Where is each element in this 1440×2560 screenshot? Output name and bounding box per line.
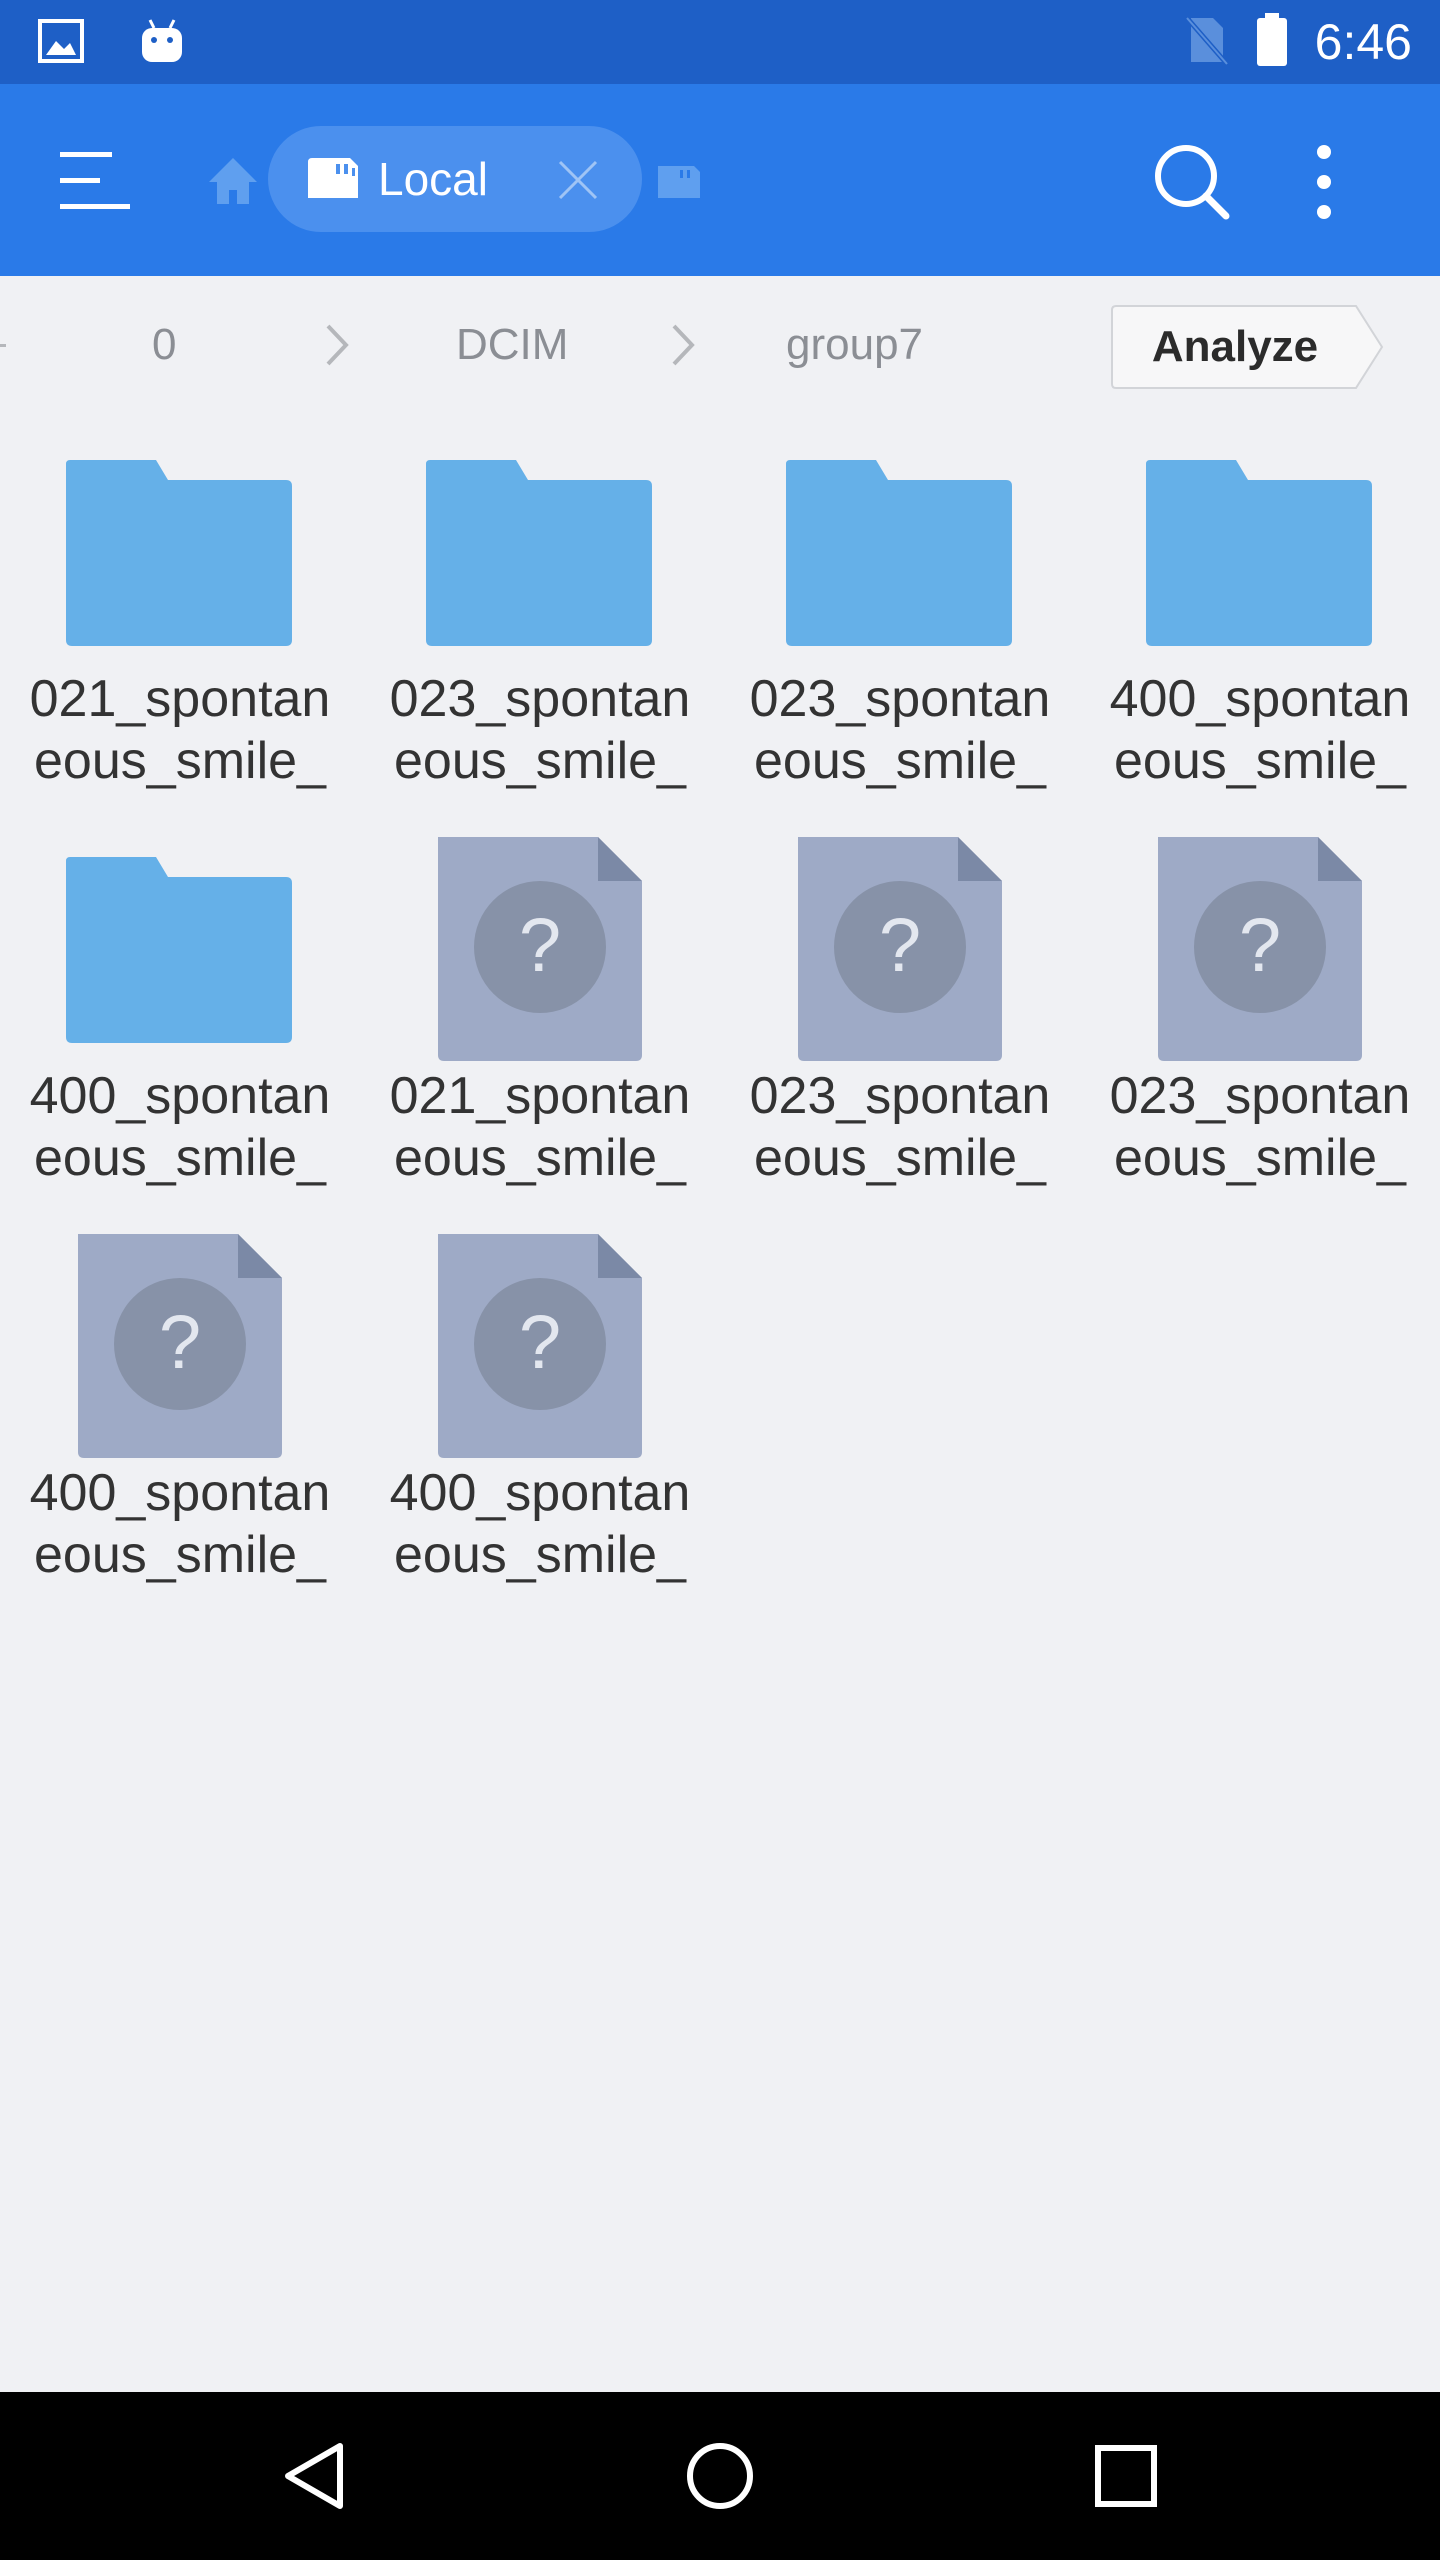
svg-text:?: ? — [159, 1300, 201, 1385]
file-name: 400_spontan eous_smile_ — [389, 1464, 691, 1584]
home-icon — [209, 158, 257, 204]
status-bar: 6:46 — [0, 0, 1440, 84]
close-icon[interactable] — [556, 158, 600, 202]
menu-button[interactable] — [58, 144, 134, 216]
file-name: 023_spontan eous_smile_ — [749, 670, 1051, 790]
battery-icon — [1255, 12, 1289, 72]
breadcrumb-item-0[interactable]: 0 — [152, 320, 177, 369]
file-name: 023_spontan eous_smile_ — [749, 1067, 1051, 1187]
svg-text:?: ? — [519, 903, 561, 988]
unknown-file-icon: ? — [1158, 837, 1362, 1061]
folder-icon — [426, 460, 652, 646]
unknown-file-icon: ? — [78, 1234, 282, 1458]
file-name: 023_spontan eous_smile_ — [389, 670, 691, 790]
file-name: 400_spontan eous_smile_ — [1109, 670, 1411, 790]
scroll-hint-icon — [0, 344, 6, 347]
file-tile-folder[interactable]: 023_spontan eous_smile_ — [720, 440, 1080, 830]
status-time: 6:46 — [1314, 14, 1412, 70]
unknown-file-icon: ? — [798, 837, 1002, 1061]
image-notification-icon — [38, 19, 84, 68]
chevron-right-icon — [326, 324, 349, 366]
file-name: 023_spontan eous_smile_ — [1109, 1067, 1411, 1187]
folder-icon — [66, 460, 292, 646]
breadcrumb: 0 DCIM group7 Analyze — [0, 276, 1440, 416]
file-name: 400_spontan eous_smile_ — [29, 1464, 331, 1584]
back-icon — [285, 2443, 343, 2509]
tab-local[interactable]: Local — [268, 126, 642, 232]
home-button[interactable] — [205, 154, 261, 210]
file-tile-unknown[interactable]: ? 400_spontan eous_smile_ — [0, 1234, 360, 1624]
storage-button[interactable] — [656, 162, 702, 202]
file-name: 021_spontan eous_smile_ — [389, 1067, 691, 1187]
recents-button[interactable] — [1084, 2434, 1168, 2518]
analyze-label: Analyze — [1151, 322, 1319, 371]
file-tile-folder[interactable]: 400_spontan eous_smile_ — [1080, 440, 1440, 830]
file-tile-unknown[interactable]: ? 023_spontan eous_smile_ — [1080, 837, 1440, 1227]
folder-icon — [1146, 460, 1372, 646]
file-tile-unknown[interactable]: ? 021_spontan eous_smile_ — [360, 837, 720, 1227]
file-tile-folder[interactable]: 023_spontan eous_smile_ — [360, 440, 720, 830]
search-icon — [1155, 145, 1230, 220]
breadcrumb-item-dcim[interactable]: DCIM — [456, 320, 569, 369]
search-button[interactable] — [1150, 140, 1234, 224]
svg-text:?: ? — [879, 903, 921, 988]
menu-icon — [60, 152, 130, 209]
unknown-file-icon: ? — [438, 837, 642, 1061]
tab-local-label: Local — [378, 153, 488, 205]
breadcrumb-item-group7[interactable]: group7 — [786, 320, 924, 369]
more-vert-icon — [1317, 145, 1331, 219]
storage-icon — [658, 166, 700, 198]
android-notification-icon — [140, 18, 184, 69]
no-sim-icon — [1183, 14, 1229, 71]
file-tile-unknown[interactable]: ? 023_spontan eous_smile_ — [720, 837, 1080, 1227]
chevron-right-icon — [672, 324, 695, 366]
file-tile-folder[interactable]: 021_spontan eous_smile_ — [0, 440, 360, 830]
svg-text:?: ? — [519, 1300, 561, 1385]
file-tile-unknown[interactable]: ? 400_spontan eous_smile_ — [360, 1234, 720, 1624]
file-tile-folder[interactable]: 400_spontan eous_smile_ — [0, 837, 360, 1227]
sd-card-icon — [306, 156, 360, 205]
home-nav-button[interactable] — [678, 2434, 762, 2518]
folder-icon — [786, 460, 1012, 646]
svg-text:?: ? — [1239, 903, 1281, 988]
analyze-button-shape — [1111, 305, 1384, 389]
recents-icon — [1095, 2445, 1157, 2507]
analyze-button[interactable]: Analyze — [1110, 304, 1386, 390]
navigation-bar — [0, 2392, 1440, 2560]
file-name: 021_spontan eous_smile_ — [29, 670, 331, 790]
unknown-file-icon: ? — [438, 1234, 642, 1458]
home-circle-icon — [687, 2443, 753, 2509]
folder-icon — [66, 857, 292, 1043]
file-name: 400_spontan eous_smile_ — [29, 1067, 331, 1187]
more-options-button[interactable] — [1300, 140, 1348, 224]
app-bar: Local — [0, 84, 1440, 276]
back-button[interactable] — [274, 2434, 358, 2518]
